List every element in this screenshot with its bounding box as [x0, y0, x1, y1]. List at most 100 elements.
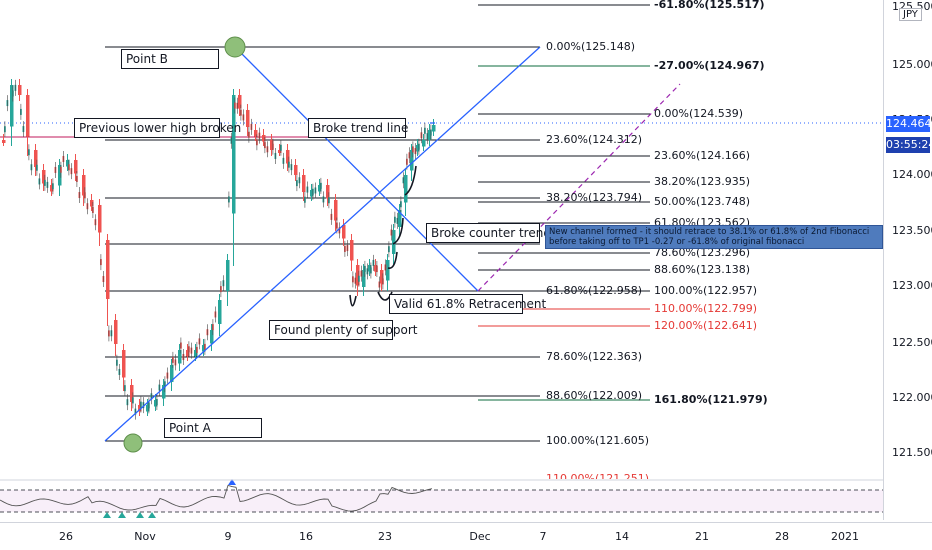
candle-body	[42, 170, 46, 184]
candle-body	[270, 140, 274, 150]
point-a-marker[interactable]	[123, 433, 143, 453]
price-tick: 124.000	[892, 168, 932, 181]
candle-body	[342, 225, 346, 239]
rsi-marker-1	[103, 512, 111, 518]
candle-body	[238, 95, 242, 109]
candle-body	[98, 205, 102, 233]
candle-body	[404, 175, 408, 203]
candle-body	[146, 405, 150, 412]
candle-body	[362, 270, 366, 287]
rsi-pane[interactable]	[0, 479, 883, 520]
candle-body	[202, 345, 206, 352]
candlestick-series	[2, 79, 436, 420]
fib2-label-786: 78.60%(123.296)	[654, 246, 751, 259]
candle-body	[106, 240, 110, 299]
price-tick: 123.500	[892, 224, 932, 237]
candle-body	[386, 260, 390, 281]
candle-body	[178, 350, 182, 364]
fib2-label-neg27: -27.00%(124.967)	[654, 59, 765, 72]
candle-body	[90, 200, 94, 207]
valid-retracement-label[interactable]: Valid 61.8% Retracement	[389, 294, 546, 314]
price-tick: 122.500	[892, 336, 932, 349]
fib1-label-886: 88.60%(122.009)	[546, 389, 643, 402]
previous-lower-high-label[interactable]: Previous lower high broken	[74, 118, 241, 138]
candle-body	[246, 110, 250, 127]
point-b-label[interactable]: Point B	[121, 49, 219, 69]
candle-body	[10, 85, 14, 127]
currency-label[interactable]: JPY	[899, 8, 922, 21]
candle-body	[416, 145, 420, 152]
price-tick: 123.000	[892, 279, 932, 292]
price-axis[interactable]: 125.500 125.000 124.500 124.000 123.500 …	[883, 0, 932, 520]
counter-trend-line[interactable]	[234, 46, 479, 292]
rsi-top-marker	[228, 479, 236, 485]
candle-body	[310, 190, 314, 197]
time-tick: 7	[539, 530, 547, 543]
candle-body	[428, 130, 432, 140]
candle-body	[210, 330, 214, 344]
candle-body	[58, 165, 62, 186]
time-axis[interactable]: 26 Nov 9 16 23 Dec 7 14 21 28 2021	[0, 522, 932, 550]
candle-body	[66, 160, 70, 167]
time-tick: 23	[378, 530, 392, 543]
broke-trend-line-label[interactable]: Broke trend line	[308, 118, 408, 138]
candle-body	[130, 385, 134, 402]
time-tick: 21	[695, 530, 709, 543]
fib2-label-886: 88.60%(123.138)	[654, 263, 751, 276]
broke-counter-trend-label[interactable]: Broke counter trend	[426, 223, 551, 243]
candle-body	[392, 230, 396, 254]
candle-body	[262, 135, 266, 142]
fib1-label-382: 38.20%(123.794)	[546, 191, 643, 204]
candle-body	[34, 150, 38, 167]
price-tick: 125.000	[892, 58, 932, 71]
fib1-label-618: 61.80%(122.958)	[546, 284, 643, 297]
fib2-label-neg618: -61.80%(125.517)	[654, 0, 765, 11]
candle-body	[356, 265, 360, 286]
fib2-label-1618: 161.80%(121.979)	[654, 393, 768, 406]
candle-body	[50, 185, 54, 192]
found-support-label[interactable]: Found plenty of support	[269, 320, 417, 340]
candle-body	[380, 270, 384, 284]
candle-body	[398, 210, 402, 227]
time-tick: 28	[775, 530, 789, 543]
candle-body	[114, 320, 118, 344]
swing-low-arc-1	[349, 294, 357, 307]
fib2-label-236: 23.60%(124.166)	[654, 149, 751, 162]
point-a-label[interactable]: Point A	[164, 418, 262, 438]
candle-body	[432, 125, 436, 132]
last-price-badge: 124.464	[886, 116, 932, 132]
time-tick: 16	[299, 530, 313, 543]
swing-arc-5	[404, 165, 417, 196]
candle-body	[410, 150, 414, 171]
point-b-marker[interactable]	[224, 36, 246, 58]
time-tick: 14	[615, 530, 629, 543]
fib2-label-0: 0.00%(124.539)	[654, 107, 744, 120]
candle-body	[374, 265, 378, 272]
fib2-label-50: 50.00%(123.748)	[654, 195, 751, 208]
fib2-label-100: 100.00%(122.957)	[654, 284, 758, 297]
rsi-marker-2	[118, 512, 126, 518]
price-tick: 121.500	[892, 446, 932, 459]
fib2-label-120: 120.00%(122.641)	[654, 319, 758, 332]
candle-body	[82, 175, 86, 196]
candle-body	[154, 400, 158, 407]
candle-body	[368, 265, 372, 272]
candle-body	[122, 350, 126, 378]
price-tick: 122.000	[892, 391, 932, 404]
candle-body	[226, 260, 230, 291]
candle-body	[286, 150, 290, 164]
fibonacci-retracement-2[interactable]	[478, 4, 650, 401]
fib1-label-0: 0.00%(125.148)	[546, 40, 636, 53]
channel-projection-line[interactable]	[477, 83, 681, 292]
time-tick: Nov	[134, 530, 156, 543]
candle-body	[294, 165, 298, 175]
candle-body	[326, 185, 330, 199]
candle-body	[162, 385, 166, 399]
fib1-label-786: 78.60%(122.363)	[546, 350, 643, 363]
candle-body	[350, 240, 354, 261]
uptrend-line[interactable]	[104, 46, 541, 442]
channel-note[interactable]: New channel formed - it should retrace t…	[545, 225, 883, 249]
time-tick: Dec	[469, 530, 491, 543]
